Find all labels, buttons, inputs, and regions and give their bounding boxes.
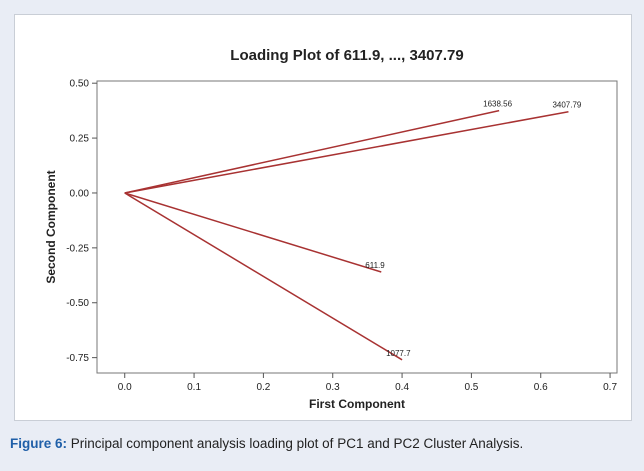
x-tick-label: 0.3 <box>326 382 340 393</box>
loading-plot: Loading Plot of 611.9, ..., 3407.79 Firs… <box>44 47 618 411</box>
x-tick-label: 0.0 <box>118 382 132 393</box>
y-tick-label: -0.75 <box>66 353 89 364</box>
plot-area <box>96 80 618 374</box>
vector-label: 1638.56 <box>483 100 512 109</box>
axis-ticks: 0.0 0.1 0.2 0.3 0.4 0.5 0.6 0.7 0.50 0.25 0.00 -0.2… <box>66 79 617 393</box>
x-axis-label: First Component <box>309 397 405 411</box>
x-tick-label: 0.5 <box>464 382 478 393</box>
figure-caption: Figure 6: Principal component analysis l… <box>10 436 640 451</box>
y-tick-label: 0.25 <box>70 134 90 145</box>
loading-vector <box>124 110 569 194</box>
vector-label: 1077.7 <box>386 349 411 358</box>
caption-text: Principal component analysis loading plo… <box>70 436 524 451</box>
y-tick-label: 0.00 <box>70 188 90 199</box>
loading-vector <box>124 109 500 194</box>
chart-frame: Loading Plot of 611.9, ..., 3407.79 Firs… <box>14 14 632 421</box>
loading-vectors: 1638.56 3407.79 611.9 1077.7 <box>124 100 582 361</box>
x-tick-label: 0.7 <box>603 382 617 393</box>
x-tick-label: 0.1 <box>187 382 201 393</box>
y-tick-label: -0.50 <box>66 298 89 309</box>
y-tick-label: -0.25 <box>66 243 89 254</box>
loading-vector <box>124 192 403 361</box>
y-axis-label: Second Component <box>44 170 58 283</box>
loading-vector <box>124 192 382 273</box>
x-tick-label: 0.2 <box>256 382 270 393</box>
vector-label: 611.9 <box>365 261 385 270</box>
x-tick-label: 0.4 <box>395 382 409 393</box>
y-tick-label: 0.50 <box>70 79 90 90</box>
caption-label: Figure 6: <box>10 436 68 451</box>
chart-title: Loading Plot of 611.9, ..., 3407.79 <box>230 47 463 64</box>
x-tick-label: 0.6 <box>534 382 548 393</box>
vector-label: 3407.79 <box>552 101 581 110</box>
